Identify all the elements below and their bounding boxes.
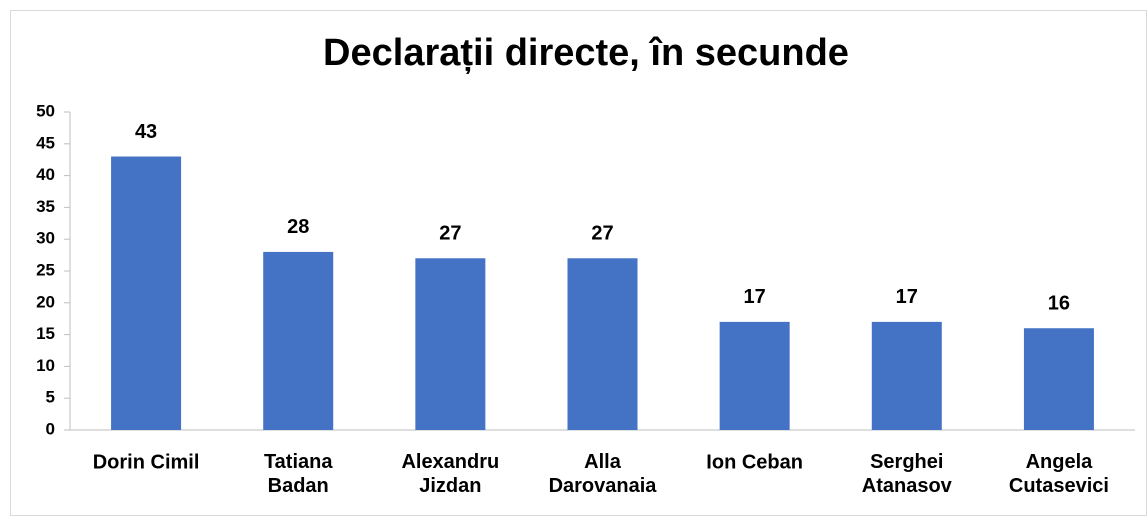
chart-title: Declarații directe, în secunde <box>323 32 849 74</box>
y-tick-label: 10 <box>36 356 55 375</box>
bar <box>567 258 638 430</box>
y-tick-label: 0 <box>46 419 55 438</box>
x-tick-label: Serghei Atanasov <box>862 451 953 497</box>
bar <box>719 321 790 430</box>
value-label: 43 <box>135 121 157 143</box>
bar <box>1023 328 1094 430</box>
x-tick-label: Dorin Cimil <box>93 451 200 473</box>
bar <box>415 258 486 430</box>
bar <box>871 321 942 430</box>
x-tick-label: Alexandru Jizdan <box>401 451 499 497</box>
y-tick-label: 15 <box>36 324 55 343</box>
y-tick-label: 20 <box>36 292 55 311</box>
value-label: 27 <box>439 223 461 245</box>
value-label: 27 <box>591 223 613 245</box>
y-tick-label: 40 <box>36 165 55 184</box>
value-label: 17 <box>896 286 918 308</box>
y-tick-label: 35 <box>36 197 55 216</box>
y-tick-label: 5 <box>46 388 55 407</box>
y-tick-label: 50 <box>36 101 55 120</box>
bar <box>263 251 334 430</box>
x-tick-label: Tatiana Badan <box>264 451 333 497</box>
value-label: 17 <box>744 286 766 308</box>
y-tick-label: 25 <box>36 260 55 279</box>
value-label: 28 <box>287 216 309 238</box>
x-tick-label: Alla Darovanaia <box>549 451 658 497</box>
bar <box>111 156 182 430</box>
x-tick-label: Ion Ceban <box>706 451 803 473</box>
x-tick-label: Angela Cutasevici <box>1009 451 1109 497</box>
y-tick-label: 45 <box>36 133 55 152</box>
value-label: 16 <box>1048 293 1070 315</box>
y-tick-label: 30 <box>36 229 55 248</box>
